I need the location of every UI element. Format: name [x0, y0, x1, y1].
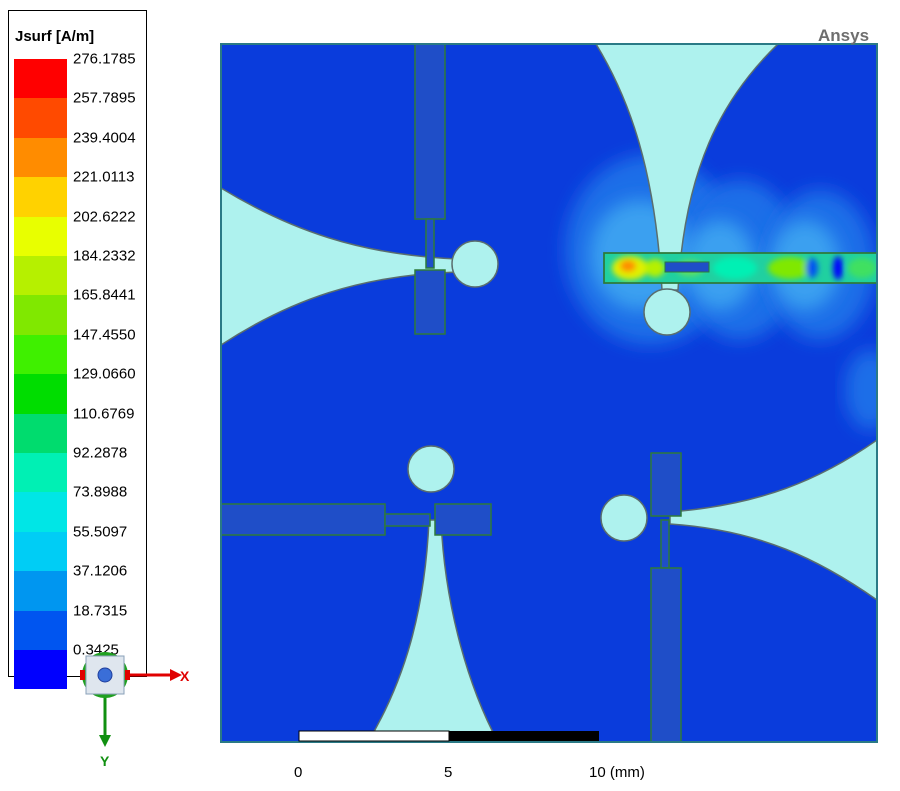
legend-level-label: 73.8988 [73, 483, 128, 501]
y-arrow-icon [99, 735, 111, 747]
legend-level-label: 147.4550 [73, 326, 136, 344]
legend-swatch [14, 413, 67, 453]
feedline-top-right [603, 252, 877, 284]
slot-circle-4 [600, 494, 648, 542]
legend-swatch [14, 98, 67, 138]
scale-bar [298, 730, 599, 742]
legend-title: Jsurf [A/m] [15, 28, 95, 45]
scale-label-0: 0 [294, 764, 303, 781]
legend-level-label: 276.1785 [73, 50, 136, 68]
legend-swatch [14, 177, 67, 217]
x-axis-label: X [180, 668, 190, 684]
legend-swatch [14, 374, 67, 414]
ground-plane [221, 44, 877, 742]
legend-swatch [14, 492, 67, 532]
legend-swatch [14, 256, 67, 296]
ansys-logo: Ansys [818, 26, 870, 45]
legend-level-label: 184.2332 [73, 247, 136, 265]
legend-level-label: 110.6769 [73, 405, 135, 423]
legend-swatch [14, 295, 67, 335]
legend-swatch [14, 216, 67, 256]
scale-label-5: 5 [444, 764, 453, 781]
legend-swatch [14, 137, 67, 178]
legend-level-label: 239.4004 [73, 129, 136, 147]
legend-swatch [14, 571, 67, 611]
legend-swatch [14, 649, 67, 689]
slot-circle-2 [643, 288, 691, 336]
legend-level-label: 92.2878 [73, 444, 128, 462]
slot-circle-1 [451, 240, 499, 288]
y-axis-label: Y [100, 753, 110, 769]
legend-level-label: 257.7895 [73, 89, 136, 107]
slot-right [669, 439, 877, 601]
feedline-top-left-upper [414, 44, 446, 220]
legend-swatch [14, 453, 67, 493]
legend-swatch [14, 531, 67, 572]
scale-label-10: 10 (mm) [589, 764, 645, 781]
legend-level-label: 221.0113 [73, 168, 135, 186]
z-axis-icon [97, 667, 113, 683]
legend-level-label: 202.6222 [73, 208, 136, 226]
feedline-bottom-left-long [221, 503, 386, 536]
axis-triad[interactable]: X Y [70, 640, 200, 780]
feedline-bottom-right-neck [660, 519, 670, 569]
feedline-bottom-right-upper [650, 452, 682, 517]
color-legend: Jsurf [A/m] 276.1785 257.7895 239.4004 221.… [8, 10, 147, 689]
legend-level-label: 18.7315 [73, 602, 128, 620]
legend-level-label: 37.1206 [73, 562, 128, 580]
legend-level-label: 55.5097 [73, 523, 128, 541]
slot-circle-3 [407, 445, 455, 493]
feedline-top-left-neck [425, 218, 435, 269]
legend-swatch [14, 334, 67, 375]
legend-swatch [14, 59, 67, 99]
feedline-bottom-right-lower [650, 567, 682, 742]
plot-frame [220, 43, 878, 743]
feedline-bottom-left-neck [384, 513, 431, 527]
feedline-top-left-lower [414, 269, 446, 335]
feedline-bottom-left-short [434, 503, 492, 536]
legend-level-label: 165.8441 [73, 286, 136, 304]
legend-swatch [14, 610, 67, 650]
slot-top [595, 44, 780, 291]
legend-level-label: 129.0660 [73, 365, 136, 383]
x-arrow-icon [170, 669, 182, 681]
